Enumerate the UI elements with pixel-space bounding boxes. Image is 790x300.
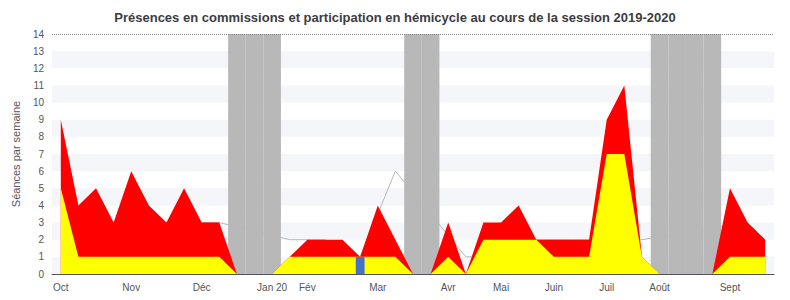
svg-text:2: 2 xyxy=(38,234,44,245)
svg-text:Présences en commissions et pa: Présences en commissions et participatio… xyxy=(114,10,675,25)
svg-text:3: 3 xyxy=(38,217,44,228)
svg-text:1: 1 xyxy=(38,251,44,262)
svg-text:Séances par semaine: Séances par semaine xyxy=(10,101,22,207)
svg-text:9: 9 xyxy=(38,114,44,125)
svg-text:14: 14 xyxy=(33,29,45,40)
svg-text:13: 13 xyxy=(33,46,45,57)
svg-text:11: 11 xyxy=(34,80,45,91)
svg-text:Fév: Fév xyxy=(299,282,316,293)
svg-text:12: 12 xyxy=(33,63,45,74)
svg-text:10: 10 xyxy=(33,97,45,108)
svg-text:6: 6 xyxy=(38,166,44,177)
svg-text:8: 8 xyxy=(38,131,44,142)
svg-text:Sept: Sept xyxy=(720,282,741,293)
svg-text:4: 4 xyxy=(38,200,44,211)
svg-text:Mar: Mar xyxy=(369,282,387,293)
svg-text:5: 5 xyxy=(38,183,44,194)
svg-text:Août: Août xyxy=(649,282,670,293)
svg-text:0: 0 xyxy=(38,269,44,280)
svg-text:Avr: Avr xyxy=(441,282,456,293)
svg-text:Nov: Nov xyxy=(122,282,140,293)
svg-text:Mai: Mai xyxy=(493,282,509,293)
svg-text:Oct: Oct xyxy=(53,282,69,293)
svg-text:Déc: Déc xyxy=(193,282,211,293)
svg-text:Juil: Juil xyxy=(599,282,614,293)
svg-text:Juin: Juin xyxy=(545,282,563,293)
svg-text:7: 7 xyxy=(38,149,44,160)
svg-text:Jan 20: Jan 20 xyxy=(257,282,287,293)
